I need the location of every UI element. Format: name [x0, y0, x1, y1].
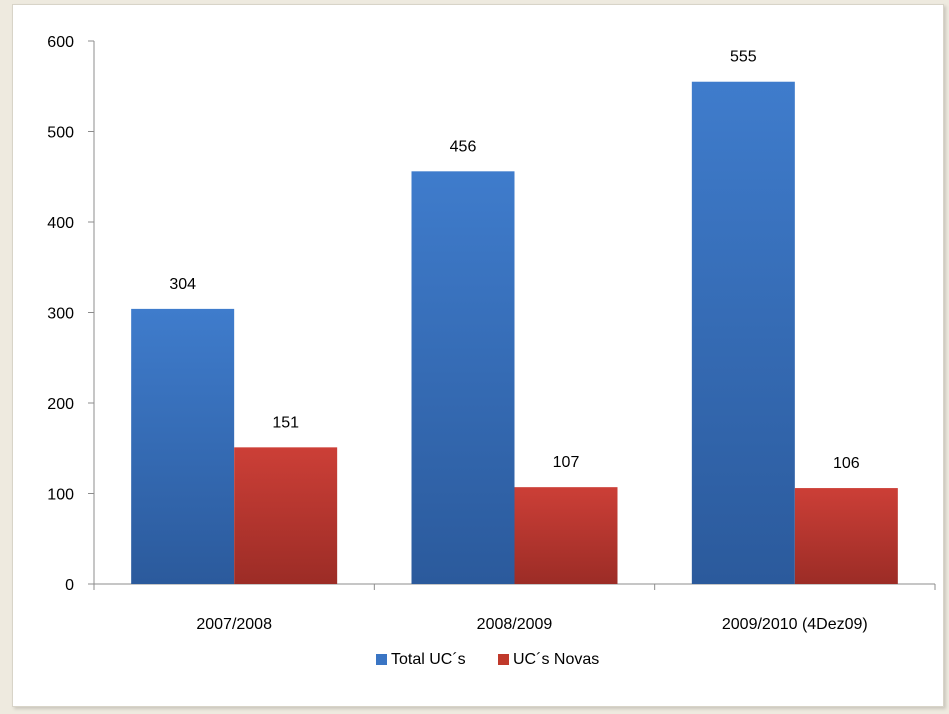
x-category-label: 2009/2010 (4Dez09) — [722, 616, 868, 633]
legend-swatch — [376, 654, 387, 665]
data-label: 555 — [730, 49, 757, 66]
y-tick-label: 0 — [65, 577, 74, 594]
legend-label: UC´s Novas — [513, 651, 599, 668]
y-tick-label: 600 — [47, 34, 74, 51]
y-tick-label: 300 — [47, 306, 74, 323]
plot-area: 0 100 200 300 400 500 600 2007/2008 304 151 2008/2… — [47, 34, 936, 633]
bar-total — [411, 171, 515, 584]
y-tick-label: 400 — [47, 215, 74, 232]
chart-card: 0 100 200 300 400 500 600 2007/2008 304 151 2008/2… — [12, 4, 944, 707]
data-label: 151 — [272, 414, 299, 431]
data-label: 456 — [450, 138, 477, 155]
bar-total — [691, 81, 795, 584]
data-label: 107 — [553, 454, 580, 471]
bar-novas — [514, 487, 618, 584]
legend-swatch — [498, 654, 509, 665]
bar-total — [131, 308, 235, 584]
y-tick-label: 200 — [47, 396, 74, 413]
data-label: 304 — [169, 276, 196, 293]
y-tick-label: 500 — [47, 125, 74, 142]
x-category-label: 2007/2008 — [196, 616, 272, 633]
legend: Total UC´s UC´s Novas — [376, 651, 599, 668]
x-category-label: 2008/2009 — [477, 616, 553, 633]
bar-novas — [794, 488, 898, 584]
bar-novas — [234, 447, 338, 584]
data-label: 106 — [833, 455, 860, 472]
bar-chart: 0 100 200 300 400 500 600 2007/2008 304 151 2008/2… — [47, 34, 936, 668]
legend-label: Total UC´s — [391, 651, 466, 668]
y-tick-label: 100 — [47, 487, 74, 504]
